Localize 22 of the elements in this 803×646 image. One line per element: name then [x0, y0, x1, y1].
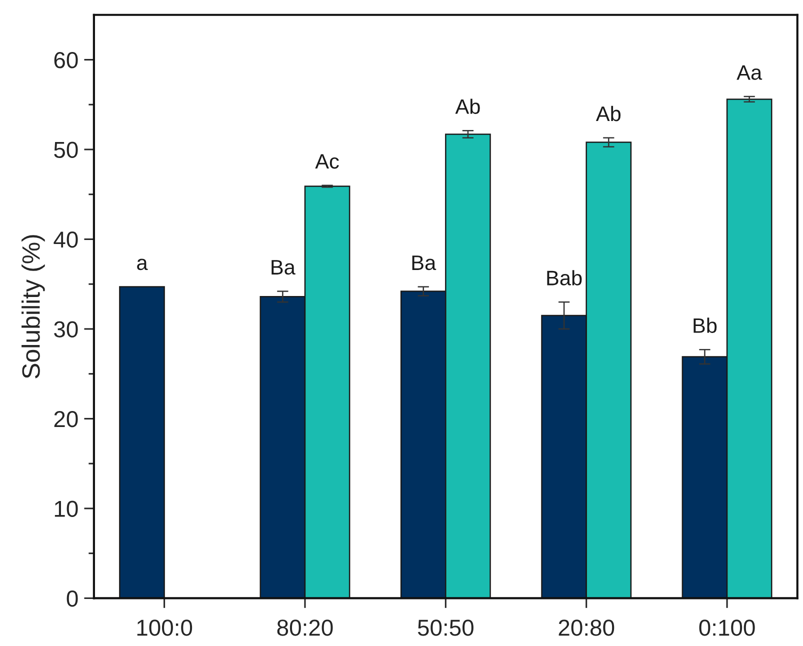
y-tick-label: 40: [54, 232, 78, 248]
x-tick-label: 100:0: [137, 620, 192, 636]
data-label: Bb: [694, 318, 717, 333]
y-tick-label: 60: [54, 52, 78, 68]
data-label: Ab: [455, 98, 480, 114]
y-tick-label: 0: [66, 590, 78, 607]
y-axis-title: Solubility (%): [22, 235, 45, 378]
y-tick-label: 20: [54, 411, 78, 428]
data-label: Aa: [736, 65, 762, 80]
y-tick-label: 50: [54, 142, 78, 158]
data-label: a: [137, 258, 148, 270]
data-label: Ab: [596, 106, 621, 122]
data-label: Ba: [412, 256, 436, 270]
x-tick-label: 80:20: [277, 620, 333, 636]
y-tick-label: 30: [54, 321, 78, 338]
data-label: Bab: [547, 270, 582, 286]
x-tick-label: 50:50: [418, 620, 474, 636]
data-label: Ba: [272, 260, 296, 275]
x-tick-label: 20:80: [558, 620, 614, 636]
data-label: Ac: [315, 154, 339, 169]
x-tick-label: 0:100: [699, 620, 755, 636]
y-tick-label: 10: [54, 500, 78, 517]
